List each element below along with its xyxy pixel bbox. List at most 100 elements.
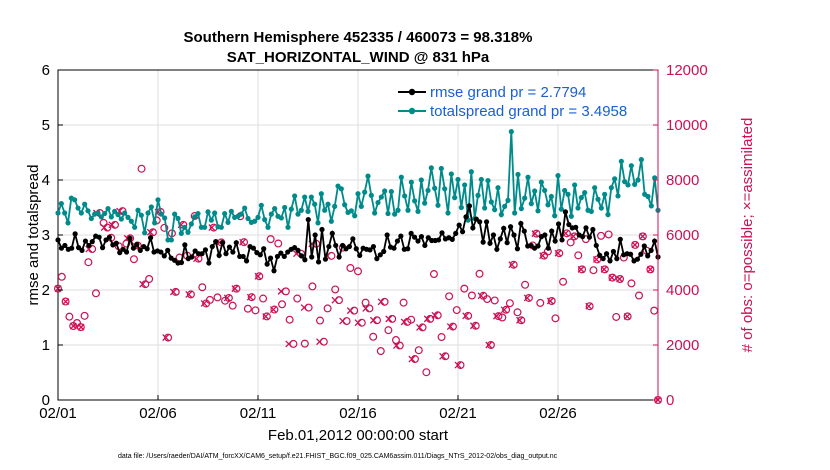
spread-point xyxy=(562,187,568,194)
rmse-point xyxy=(477,219,483,225)
rmse-point xyxy=(261,246,267,252)
footnote: data file: /Users/raeder/DAI/ATM_forcXX/… xyxy=(118,453,558,460)
obs-assimilated-marker xyxy=(439,352,447,360)
obs-assimilated-marker xyxy=(54,285,62,293)
obs-assimilated-marker xyxy=(408,355,416,363)
spread-point xyxy=(72,197,78,203)
rmse-point xyxy=(600,256,606,262)
spread-point xyxy=(348,208,354,214)
obs-assimilated-marker xyxy=(485,341,493,349)
obs-possible-marker xyxy=(547,297,556,306)
obs-possible-marker xyxy=(562,229,571,238)
obs-possible-marker xyxy=(464,311,473,320)
legend-label-spread: totalspread grand pr = 3.4958 xyxy=(430,103,627,120)
rmse-point xyxy=(89,239,95,245)
rmse-point xyxy=(123,249,130,255)
spread-point xyxy=(208,217,214,223)
spread-point xyxy=(125,214,131,220)
spread-point xyxy=(185,229,191,235)
obs-possible-marker xyxy=(65,312,74,321)
rmse-point xyxy=(147,235,154,241)
legend-marker-spread xyxy=(408,107,416,115)
spread-point xyxy=(525,174,531,180)
obs-possible-marker xyxy=(198,283,207,292)
spread-point xyxy=(405,207,411,213)
rmse-point xyxy=(511,232,517,238)
spread-point xyxy=(615,193,621,199)
obs-possible-marker xyxy=(513,308,522,317)
rmse-point xyxy=(470,225,476,231)
spread-point xyxy=(498,212,504,218)
spread-point xyxy=(288,206,294,212)
rmse-point xyxy=(597,252,603,258)
spread-point xyxy=(265,224,271,230)
spread-point xyxy=(455,176,461,183)
spread-point xyxy=(212,210,218,216)
spread-point xyxy=(462,182,468,188)
y-axis-label: rmse and totalspread xyxy=(25,165,42,306)
obs-possible-marker xyxy=(536,298,545,307)
obs-possible-marker xyxy=(502,305,511,314)
rmse-point xyxy=(295,247,301,253)
spread-point xyxy=(218,224,224,230)
spread-point xyxy=(135,207,141,213)
obs-possible-marker xyxy=(578,265,587,274)
spread-point xyxy=(278,215,284,221)
spread-point xyxy=(522,195,528,201)
obs-possible-marker xyxy=(91,289,100,298)
obs-assimilated-marker xyxy=(346,307,354,315)
spread-point xyxy=(228,208,234,214)
obs-possible-marker xyxy=(53,284,62,293)
rmse-point xyxy=(312,232,318,238)
rmse-point xyxy=(521,228,527,234)
spread-point xyxy=(575,205,581,211)
obs-possible-marker xyxy=(600,265,609,274)
obs-possible-marker xyxy=(631,240,640,249)
spread-point xyxy=(328,218,334,224)
spread-point xyxy=(392,211,398,217)
obs-assimilated-marker xyxy=(546,297,554,305)
spread-point xyxy=(355,191,361,197)
obs-possible-marker xyxy=(266,235,275,244)
spread-point xyxy=(385,210,391,217)
obs-possible-marker xyxy=(638,232,647,241)
spread-point xyxy=(505,197,511,203)
obs-possible-marker xyxy=(372,316,381,325)
rmse-point xyxy=(55,237,61,243)
obs-assimilated-marker xyxy=(285,340,293,348)
rmse-point xyxy=(552,238,558,244)
rmse-point xyxy=(405,246,411,252)
obs-assimilated-marker xyxy=(77,323,85,331)
spread-point xyxy=(402,193,408,199)
spread-point xyxy=(548,193,554,200)
rmse-point xyxy=(99,245,106,251)
spread-point xyxy=(542,187,548,194)
rmse-point xyxy=(507,224,514,230)
spread-point xyxy=(262,217,268,223)
obs-possible-marker xyxy=(354,267,363,276)
spread-point xyxy=(112,208,118,214)
obs-possible-marker xyxy=(414,346,423,355)
y2-tick-label: 6000 xyxy=(666,227,699,244)
rmse-point xyxy=(648,247,654,253)
rmse-point xyxy=(607,258,613,264)
y2-tick-label: 4000 xyxy=(666,282,699,299)
y-tick-label: 4 xyxy=(42,172,50,189)
spread-point xyxy=(138,212,144,218)
obs-possible-marker xyxy=(57,272,66,281)
rmse-point xyxy=(315,259,322,265)
spread-point xyxy=(85,208,91,214)
rmse-point xyxy=(480,239,486,245)
spread-point xyxy=(478,176,484,183)
y-tick-label: 2 xyxy=(42,282,50,299)
obs-possible-marker xyxy=(289,339,298,348)
rmse-point xyxy=(456,222,462,228)
rmse-point xyxy=(651,238,658,244)
obs-possible-marker xyxy=(555,249,564,258)
rmse-point xyxy=(357,252,363,258)
obs-possible-marker xyxy=(137,164,146,173)
spread-point xyxy=(332,203,338,209)
spread-point xyxy=(105,206,111,212)
spread-point xyxy=(155,197,161,203)
obs-possible-marker xyxy=(429,270,438,279)
